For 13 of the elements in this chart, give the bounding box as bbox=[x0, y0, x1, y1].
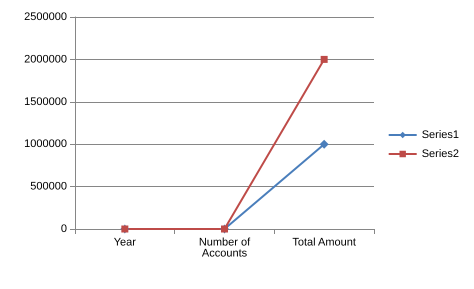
y-tick-label: 2500000 bbox=[24, 11, 67, 23]
x-tick-label: Year bbox=[114, 236, 136, 248]
y-tick-label: 2000000 bbox=[24, 53, 67, 66]
x-tick-label: Total Amount bbox=[292, 236, 356, 248]
x-tick-label: Number of Accounts bbox=[198, 236, 252, 260]
y-tick-label: 1500000 bbox=[24, 96, 67, 108]
point bbox=[320, 140, 329, 149]
legend-label: Series1 bbox=[422, 129, 459, 141]
y-tick-label: 500000 bbox=[30, 180, 67, 193]
y-tick-label: 1000000 bbox=[24, 138, 67, 150]
point bbox=[320, 56, 328, 63]
y-tick-label: 0 bbox=[60, 223, 67, 235]
legend-label: Series2 bbox=[422, 148, 459, 160]
